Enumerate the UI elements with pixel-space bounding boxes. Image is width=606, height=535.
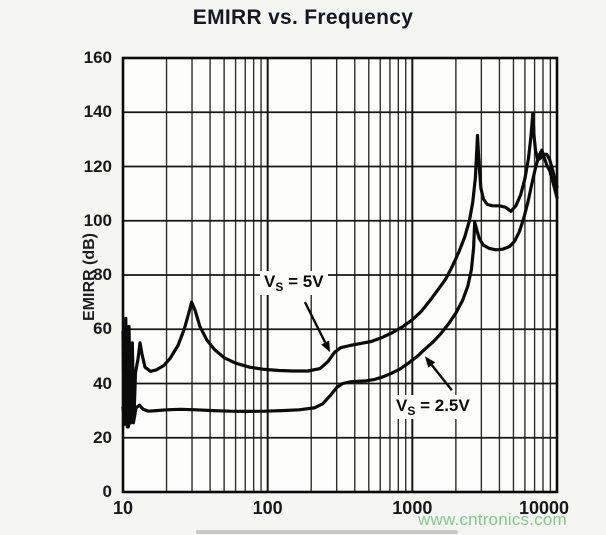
y-tick-label: 40 bbox=[93, 373, 112, 393]
y-tick-label: 60 bbox=[93, 319, 112, 339]
annotation-arrow-line bbox=[430, 364, 453, 392]
y-tick-label: 120 bbox=[83, 156, 112, 176]
chart-title: EMIRR vs. Frequency bbox=[192, 6, 414, 29]
x-tick-label: 10 bbox=[112, 498, 134, 518]
y-tick-label: 20 bbox=[93, 427, 112, 447]
vs-2-5v-annotation-v: V bbox=[396, 396, 408, 415]
curve-vs-5v bbox=[121, 111, 559, 429]
annotation-arrow-head bbox=[321, 340, 331, 353]
vs-5v-annotation-sub: S bbox=[275, 280, 284, 294]
annotation-arrow-line bbox=[303, 301, 327, 344]
y-tick-label: 160 bbox=[83, 48, 112, 67]
y-tick-label: 100 bbox=[83, 210, 112, 230]
annotation-arrow-head bbox=[424, 356, 436, 368]
cropped-axis-label bbox=[196, 530, 458, 534]
watermark: www.cntronics.com bbox=[418, 510, 567, 529]
x-tick-label: 100 bbox=[252, 498, 283, 518]
vs-5v-annotation-v: V bbox=[264, 272, 276, 291]
vs-2-5v-annotation-value: = 2.5V bbox=[415, 396, 470, 415]
curve-vs-2-5v bbox=[121, 148, 559, 429]
y-tick-label: 0 bbox=[102, 482, 112, 501]
vs-5v-annotation: VS = 5V bbox=[260, 271, 328, 295]
y-tick-label: 140 bbox=[83, 102, 112, 122]
plot-frame bbox=[121, 56, 559, 494]
y-tick-label: 80 bbox=[93, 265, 112, 284]
x-tick-label: 10000 bbox=[518, 498, 570, 518]
vs-5v-annotation-value: = 5V bbox=[283, 272, 324, 291]
x-tick-label: 1000 bbox=[392, 498, 433, 518]
vs-2-5v-annotation: VS = 2.5V bbox=[392, 395, 474, 419]
vs-2-5v-annotation-sub: S bbox=[407, 404, 416, 418]
